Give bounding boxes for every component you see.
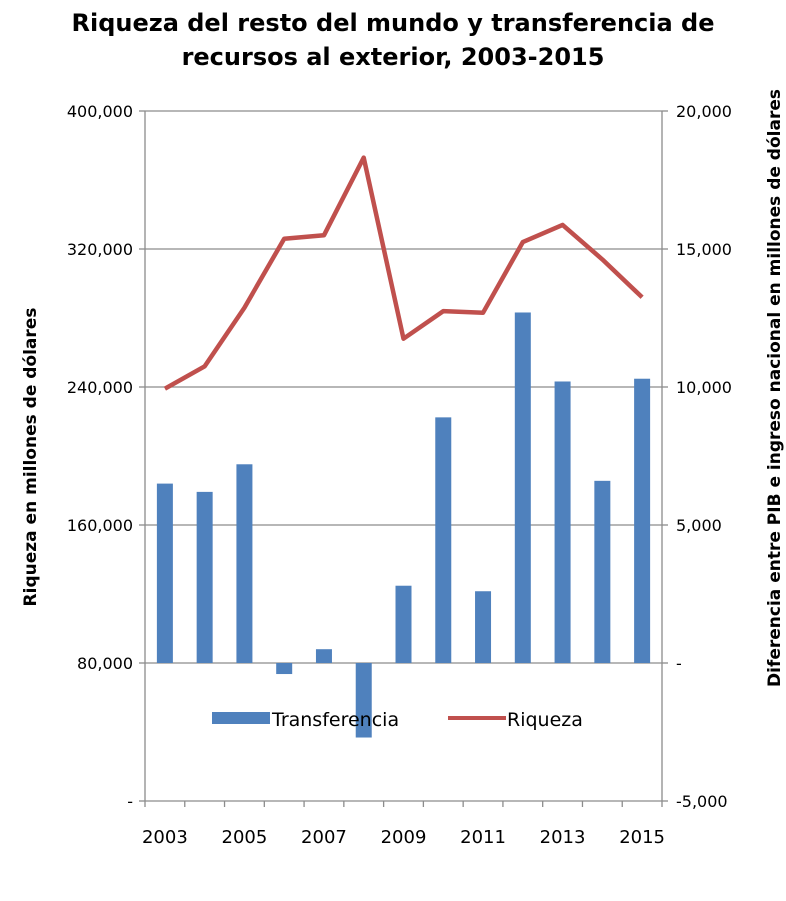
- chart-title-line1: Riqueza del resto del mundo y transferen…: [71, 9, 715, 37]
- chart-title: Riqueza del resto del mundo y transferen…: [0, 6, 786, 74]
- left-axis-ticks: - 80,000 160,000 240,000 320,000 400,000: [67, 102, 133, 811]
- gridlines: [145, 110, 662, 664]
- bar-transferencia: [236, 464, 253, 663]
- line-riqueza: [163, 155, 644, 391]
- left-tick-label: 160,000: [67, 516, 133, 535]
- bar-transferencia: [156, 483, 173, 663]
- bar-transferencia: [554, 381, 571, 663]
- right-tick-label: -: [676, 654, 682, 673]
- bar-series: [156, 312, 651, 738]
- legend: Transferencia Riqueza: [212, 709, 583, 731]
- bar-transferencia: [475, 591, 492, 663]
- left-tick-label: -: [127, 792, 133, 811]
- x-axis-ticks: 2003 2005 2007 2009 2011 2013 2015: [142, 827, 665, 848]
- right-tick-label: 15,000: [676, 240, 732, 259]
- right-axis-label: Diferencia entre PIB e ingreso nacional …: [765, 89, 785, 687]
- bar-transferencia: [594, 480, 611, 663]
- bar-transferencia: [514, 312, 531, 663]
- bar-transferencia: [315, 649, 332, 663]
- left-tick-label: 80,000: [77, 654, 133, 673]
- right-tick-label: 5,000: [676, 516, 722, 535]
- legend-transferencia-swatch: [212, 712, 270, 724]
- x-tick-label: 2007: [301, 827, 347, 848]
- right-tick-label: -5,000: [676, 792, 728, 811]
- line-series: [163, 155, 644, 391]
- axes: [139, 110, 668, 807]
- bar-transferencia: [196, 491, 213, 663]
- legend-riqueza-label: Riqueza: [507, 709, 583, 731]
- x-tick-label: 2013: [540, 827, 586, 848]
- right-tick-label: 20,000: [676, 102, 732, 121]
- x-tick-label: 2015: [619, 827, 665, 848]
- left-tick-label: 400,000: [67, 102, 133, 121]
- legend-transferencia-label: Transferencia: [271, 709, 399, 731]
- bar-transferencia: [355, 663, 372, 738]
- left-tick-label: 320,000: [67, 240, 133, 259]
- bar-transferencia: [435, 417, 452, 663]
- x-tick-label: 2005: [222, 827, 268, 848]
- bar-transferencia: [276, 663, 293, 675]
- x-tick-label: 2011: [460, 827, 506, 848]
- right-tick-label: 10,000: [676, 378, 732, 397]
- x-tick-label: 2009: [381, 827, 427, 848]
- chart-title-line2: recursos al exterior, 2003-2015: [181, 43, 605, 71]
- left-tick-label: 240,000: [67, 378, 133, 397]
- bar-transferencia: [634, 378, 651, 663]
- left-axis-label: Riqueza en millones de dólares: [21, 308, 41, 607]
- bar-transferencia: [395, 585, 412, 663]
- x-tick-label: 2003: [142, 827, 188, 848]
